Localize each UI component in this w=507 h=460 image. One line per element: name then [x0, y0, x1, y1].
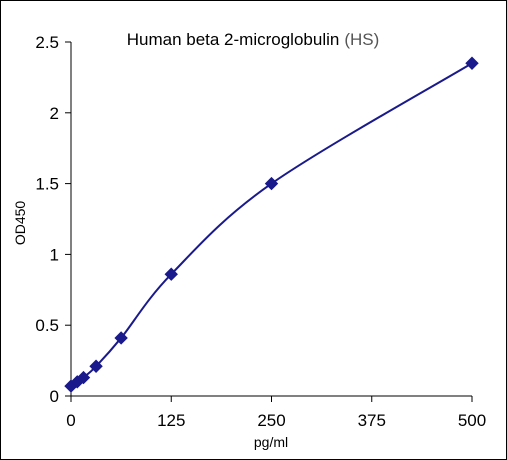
y-tick-label: 1.5: [35, 175, 59, 194]
marker-layer: [64, 56, 479, 393]
data-point-marker: [89, 359, 103, 373]
y-tick-label: 0: [50, 387, 59, 406]
y-axis-label: OD450: [12, 201, 28, 246]
x-tick-label: 250: [257, 411, 285, 430]
x-tick-label: 375: [358, 411, 386, 430]
data-point-marker: [264, 176, 279, 191]
data-point-marker: [114, 331, 128, 345]
axes-layer: [65, 41, 473, 402]
y-tick-label: 2.5: [35, 33, 59, 52]
data-point-marker: [76, 370, 91, 385]
y-tick-label: 1: [50, 245, 59, 264]
series-line: [70, 62, 473, 387]
text-layer: Human beta 2-microglobulin (HS) pg/ml OD4…: [12, 30, 486, 450]
data-point-marker: [465, 56, 479, 70]
chart-title-sub: (HS): [344, 30, 379, 49]
x-tick-label: 0: [66, 411, 75, 430]
x-axis-label: pg/ml: [254, 434, 288, 450]
x-tick-label: 125: [157, 411, 185, 430]
curve-layer: [70, 62, 473, 387]
y-tick-label: 2: [50, 104, 59, 123]
x-tick-label: 500: [458, 411, 486, 430]
data-point-marker: [164, 267, 178, 281]
chart-title-main: Human beta 2-microglobulin: [127, 30, 340, 49]
chart-title: Human beta 2-microglobulin (HS): [127, 30, 380, 49]
y-tick-label: 0.5: [35, 316, 59, 335]
